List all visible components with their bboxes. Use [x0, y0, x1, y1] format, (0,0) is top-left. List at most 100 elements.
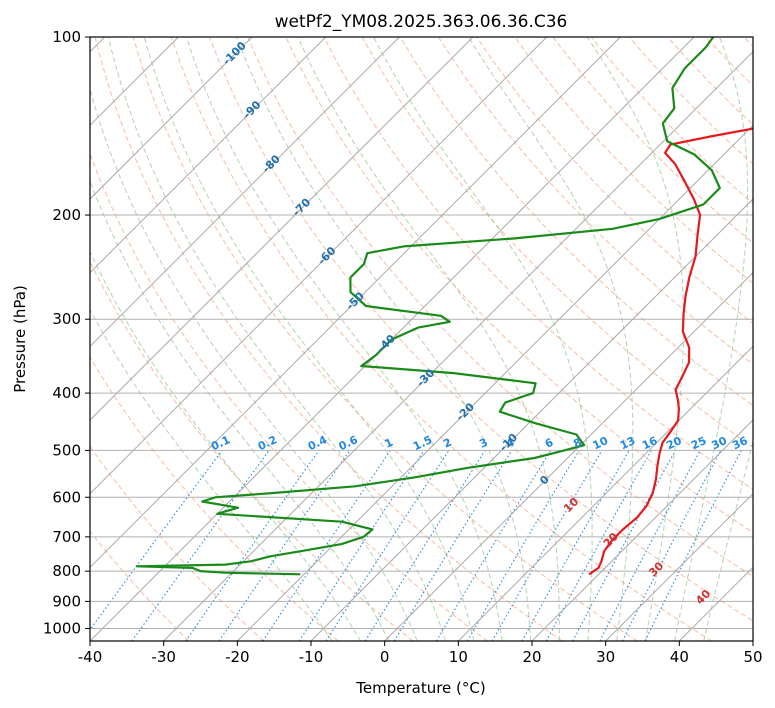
- y-tick-label: 600: [52, 488, 81, 506]
- mixing-ratio-label: 6: [543, 436, 556, 451]
- mixing-ratio-lines: [90, 450, 742, 641]
- isotherm-line: [236, 124, 753, 641]
- y-tick-label: 1000: [43, 619, 81, 637]
- isotherm-line: [752, 640, 753, 641]
- x-tick-label: -10: [299, 648, 324, 666]
- x-axis: -40 -30 -20 -10 0 10 20 30 40 50: [78, 641, 763, 666]
- moist-adiabat-line: [703, 439, 753, 641]
- isotherm-line: [163, 50, 753, 641]
- isotherm-label: -50: [344, 289, 367, 312]
- mixing-ratio-label: 10: [591, 434, 611, 452]
- isotherm-label: 0: [537, 473, 552, 488]
- background-lines: [90, 37, 753, 641]
- x-tick-label: 0: [380, 648, 390, 666]
- y-tick-label: 900: [52, 592, 81, 610]
- mixing-ratio-label: 30: [710, 434, 730, 452]
- y-tick-label: 500: [52, 441, 81, 459]
- x-tick-label: -30: [151, 648, 176, 666]
- mixing-ratio-line: [185, 450, 320, 641]
- dry-adiabat-line: [247, 37, 753, 577]
- dry-adiabat-line: [94, 37, 563, 641]
- y-axis: 100 200 300 400 500 600 700 800 900 1000: [43, 28, 90, 637]
- moist-adiabat-line: [586, 37, 685, 641]
- isotherm-line: [90, 37, 621, 569]
- dry-adiabat-line: [743, 37, 753, 48]
- moist-adiabat-line: [468, 37, 634, 641]
- x-tick-label: 20: [522, 648, 541, 666]
- dry-adiabat-line: [170, 37, 712, 641]
- isotherm-line: [90, 37, 400, 348]
- mixing-ratio-line: [262, 450, 391, 641]
- x-tick-label: 10: [449, 648, 468, 666]
- x-tick-label: -40: [78, 648, 103, 666]
- isotherm-line: [605, 492, 753, 641]
- isotherm-line: [457, 345, 753, 641]
- y-tick-label: 100: [52, 28, 81, 46]
- x-axis-label: Temperature (°C): [355, 679, 485, 697]
- chart-title: wetPf2_YM08.2025.363.06.36.C36: [275, 12, 568, 32]
- moist-adiabat-line: [90, 308, 333, 641]
- mixing-ratio-label: 13: [618, 434, 637, 452]
- dry-adiabat-line: [90, 445, 264, 641]
- x-tick-label: -20: [225, 648, 250, 666]
- x-tick-label: 50: [743, 648, 762, 666]
- mixing-ratio-line: [644, 450, 742, 641]
- isotherm-line: [531, 419, 753, 641]
- dry-adiabats: [90, 37, 753, 641]
- mixing-ratio-line: [545, 450, 652, 641]
- mixing-ratio-line: [90, 450, 223, 631]
- x-tick-label: 30: [596, 648, 615, 666]
- dry-adiabat-line: [476, 37, 753, 325]
- dry-adiabat-line: [90, 260, 414, 641]
- isotherm-line: [90, 37, 548, 495]
- moist-adiabat-line: [90, 87, 418, 641]
- y-tick-label: 300: [52, 310, 81, 328]
- x-tick-label: 40: [670, 648, 689, 666]
- isotherm-label: -20: [454, 400, 477, 423]
- moist-adiabat-label: 10: [561, 495, 581, 515]
- y-tick-label: 200: [52, 206, 81, 224]
- mixing-ratio-label: 1: [383, 436, 395, 451]
- dewpoint-line: [135, 37, 721, 576]
- dry-adiabat-line: [514, 37, 753, 284]
- mixing-ratio-line: [572, 450, 676, 641]
- isotherm-line: [310, 198, 753, 641]
- isotherm-label: -60: [315, 244, 338, 267]
- mixing-ratio-line: [621, 450, 722, 641]
- dry-adiabat-line: [399, 37, 753, 407]
- mixing-ratio-line: [325, 450, 450, 641]
- y-axis-label: Pressure (hPa): [11, 285, 29, 393]
- y-tick-label: 800: [52, 562, 81, 580]
- dry-adiabat-line: [132, 37, 638, 641]
- moist-adiabat-label: 40: [693, 587, 713, 607]
- pressure-gridlines: [90, 37, 753, 629]
- dry-adiabat-line: [705, 37, 753, 87]
- mixing-ratio-label: 20: [664, 434, 684, 452]
- mixing-ratio-label: 3: [477, 436, 489, 451]
- isotherm-label: -80: [260, 152, 283, 175]
- dry-adiabat-line: [90, 152, 488, 641]
- moist-adiabat-line: [90, 180, 390, 641]
- dry-adiabat-line: [90, 356, 339, 641]
- mixing-ratio-line: [467, 450, 580, 641]
- dry-adiabat-line: [323, 37, 753, 491]
- y-tick-label: 400: [52, 384, 81, 402]
- plot-frame: [89, 36, 754, 642]
- mixing-ratio-label: 2: [441, 436, 453, 451]
- moist-adiabat-line: [674, 37, 749, 641]
- dry-adiabat-line: [90, 530, 190, 641]
- moist-adiabat-line: [185, 37, 503, 641]
- mixing-ratio-line: [298, 450, 425, 641]
- temperature-line: [588, 127, 753, 576]
- isotherm-line: [90, 37, 327, 274]
- isotherm-line: [90, 37, 474, 421]
- dry-adiabat-line: [361, 37, 753, 448]
- isotherm-line: [90, 37, 253, 200]
- dry-adiabat-line: [437, 37, 753, 365]
- moist-adiabat-line: [373, 37, 593, 641]
- isotherm-label: -90: [240, 98, 263, 121]
- mixing-ratio-line: [393, 450, 513, 641]
- isotherm-label: -100: [220, 39, 249, 68]
- mixing-ratio-line: [521, 450, 630, 641]
